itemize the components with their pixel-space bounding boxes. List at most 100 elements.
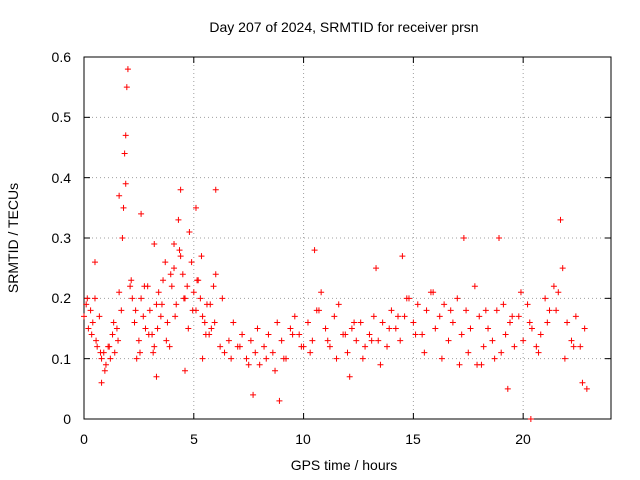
data-point bbox=[331, 313, 338, 320]
data-point bbox=[153, 373, 160, 380]
data-point bbox=[379, 319, 386, 326]
data-point bbox=[392, 325, 399, 332]
data-point bbox=[93, 337, 100, 344]
data-point bbox=[210, 283, 217, 290]
data-point bbox=[94, 343, 101, 350]
data-point bbox=[478, 361, 485, 368]
data-point bbox=[168, 283, 175, 290]
data-point bbox=[140, 313, 147, 320]
y-tick-label: 0.6 bbox=[52, 49, 72, 65]
data-point bbox=[118, 307, 125, 314]
data-point bbox=[109, 331, 116, 338]
data-point bbox=[432, 325, 439, 332]
data-point bbox=[309, 337, 316, 344]
data-point bbox=[247, 337, 254, 344]
data-point bbox=[128, 277, 135, 284]
data-point bbox=[498, 349, 505, 356]
data-point bbox=[185, 325, 192, 332]
data-point bbox=[528, 325, 535, 332]
data-point bbox=[485, 325, 492, 332]
data-point bbox=[142, 325, 149, 332]
y-tick-label: 0.4 bbox=[52, 170, 72, 186]
data-point bbox=[113, 325, 120, 332]
data-point bbox=[489, 337, 496, 344]
data-point bbox=[537, 331, 544, 338]
data-point bbox=[97, 349, 104, 356]
data-point bbox=[201, 319, 208, 326]
data-point bbox=[102, 361, 109, 368]
data-point bbox=[366, 331, 373, 338]
data-point bbox=[291, 313, 298, 320]
data-point bbox=[157, 313, 164, 320]
data-point bbox=[520, 337, 527, 344]
data-point bbox=[395, 313, 402, 320]
data-point bbox=[138, 210, 145, 217]
data-point bbox=[87, 307, 94, 314]
data-point bbox=[368, 337, 375, 344]
data-point bbox=[577, 343, 584, 350]
data-point bbox=[163, 337, 170, 344]
data-point bbox=[311, 247, 318, 254]
data-point bbox=[106, 343, 113, 350]
data-point bbox=[348, 325, 355, 332]
x-tick-label: 5 bbox=[190, 431, 198, 447]
data-point bbox=[397, 337, 404, 344]
y-tick-labels: 0 0.1 0.2 0.3 0.4 0.5 0.6 bbox=[52, 49, 72, 427]
data-point bbox=[85, 325, 92, 332]
y-tick-label: 0.5 bbox=[52, 109, 72, 125]
data-point bbox=[153, 301, 160, 308]
data-point bbox=[570, 343, 577, 350]
data-point bbox=[131, 319, 138, 326]
data-point bbox=[346, 373, 353, 380]
axis-ticks bbox=[83, 56, 611, 420]
data-point bbox=[399, 253, 406, 260]
data-point bbox=[177, 253, 184, 260]
data-point bbox=[189, 307, 196, 314]
data-point bbox=[504, 385, 511, 392]
data-point bbox=[212, 186, 219, 193]
data-point bbox=[377, 361, 384, 368]
data-point bbox=[287, 325, 294, 332]
x-tick-label: 20 bbox=[515, 431, 531, 447]
y-tick-label: 0.1 bbox=[52, 351, 72, 367]
data-point bbox=[491, 355, 498, 362]
data-point bbox=[188, 259, 195, 266]
data-point bbox=[184, 283, 191, 290]
data-point bbox=[132, 307, 139, 314]
data-point bbox=[175, 216, 182, 223]
data-point bbox=[219, 295, 226, 302]
data-point bbox=[162, 259, 169, 266]
data-point bbox=[527, 416, 534, 422]
data-point bbox=[526, 319, 533, 326]
data-point bbox=[353, 337, 360, 344]
data-point bbox=[467, 325, 474, 332]
data-point bbox=[228, 355, 235, 362]
data-point bbox=[559, 265, 566, 272]
data-point bbox=[463, 307, 470, 314]
data-point bbox=[186, 228, 193, 235]
data-point bbox=[133, 355, 140, 362]
data-point bbox=[517, 289, 524, 296]
data-point bbox=[172, 313, 179, 320]
data-point bbox=[245, 361, 252, 368]
data-point bbox=[173, 301, 180, 308]
data-point bbox=[197, 295, 204, 302]
data-point bbox=[217, 343, 224, 350]
data-point bbox=[119, 235, 126, 241]
data-point bbox=[83, 301, 90, 308]
data-point bbox=[496, 235, 503, 241]
data-point bbox=[458, 331, 465, 338]
data-point bbox=[362, 343, 369, 350]
data-point bbox=[261, 343, 268, 350]
data-point bbox=[568, 337, 575, 344]
data-point bbox=[136, 349, 143, 356]
data-point bbox=[180, 295, 187, 302]
data-point bbox=[384, 343, 391, 350]
data-point bbox=[171, 241, 178, 248]
data-point bbox=[167, 271, 174, 278]
data-point bbox=[414, 301, 421, 308]
data-point bbox=[252, 349, 259, 356]
data-point bbox=[280, 355, 287, 362]
data-point bbox=[553, 307, 560, 314]
data-point bbox=[447, 307, 454, 314]
